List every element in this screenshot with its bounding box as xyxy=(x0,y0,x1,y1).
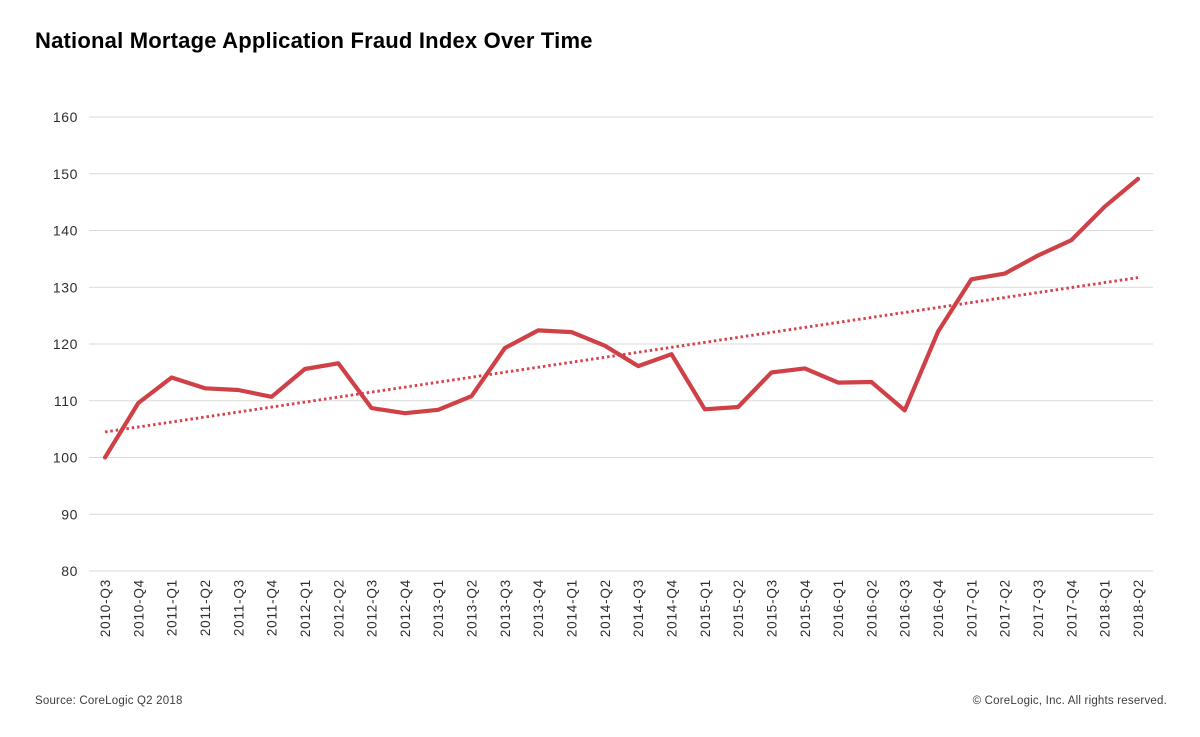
x-axis-tick-label: 2012-Q1 xyxy=(298,579,313,637)
x-axis-tick-label: 2014-Q4 xyxy=(664,579,679,637)
source-text: Source: CoreLogic Q2 2018 xyxy=(35,695,183,707)
x-axis-tick-label: 2013-Q3 xyxy=(498,579,513,637)
x-axis-tick-label: 2012-Q3 xyxy=(365,579,380,637)
y-axis-tick-label: 80 xyxy=(61,563,78,579)
trend-line xyxy=(104,276,1139,434)
y-axis-tick-label: 120 xyxy=(53,336,78,352)
x-axis-tick-label: 2013-Q2 xyxy=(465,579,480,637)
x-axis-tick-label: 2015-Q4 xyxy=(798,579,813,637)
copyright-text: © CoreLogic, Inc. All rights reserved. xyxy=(972,695,1167,707)
x-axis-tick-label: 2012-Q4 xyxy=(398,579,413,637)
x-axis-tick-label: 2016-Q3 xyxy=(898,579,913,637)
x-axis-tick-label: 2018-Q2 xyxy=(1131,579,1146,637)
x-axis-tick-label: 2017-Q3 xyxy=(1031,579,1046,637)
y-axis-tick-label: 150 xyxy=(53,166,78,182)
x-axis-tick-label: 2011-Q1 xyxy=(165,579,180,636)
x-axis-tick-label: 2014-Q2 xyxy=(598,579,613,637)
x-axis-tick-label: 2017-Q2 xyxy=(998,579,1013,637)
x-axis-tick-label: 2014-Q3 xyxy=(631,579,646,637)
x-axis-tick-label: 2011-Q2 xyxy=(198,579,213,636)
x-axis-tick-label: 2012-Q2 xyxy=(331,579,346,637)
x-axis-tick-label: 2011-Q3 xyxy=(231,579,246,636)
y-axis-tick-label: 100 xyxy=(53,450,78,466)
x-axis-tick-label: 2010-Q4 xyxy=(131,579,146,637)
y-axis-tick-label: 130 xyxy=(53,279,78,295)
x-axis-tick-label: 2018-Q1 xyxy=(1098,579,1113,637)
fraud-index-line xyxy=(102,176,1141,460)
x-axis-tick-label: 2016-Q1 xyxy=(831,579,846,637)
chart-title: National Mortage Application Fraud Index… xyxy=(35,28,593,53)
y-axis-tick-label: 110 xyxy=(54,393,78,409)
x-axis-tick-label: 2015-Q3 xyxy=(764,579,779,637)
x-axis-tick-label: 2013-Q1 xyxy=(431,579,446,637)
x-axis-tick-label: 2015-Q1 xyxy=(698,579,713,637)
x-axis-tick-label: 2017-Q4 xyxy=(1064,579,1079,637)
x-axis-tick-label: 2010-Q3 xyxy=(98,579,113,637)
x-axis-tick-label: 2013-Q4 xyxy=(531,579,546,637)
x-axis-tick-label: 2017-Q1 xyxy=(964,579,979,637)
x-axis-tick-label: 2016-Q2 xyxy=(864,579,879,637)
y-axis-tick-label: 160 xyxy=(53,109,78,125)
x-axis-tick-label: 2014-Q1 xyxy=(565,579,580,637)
x-axis-tick-label: 2015-Q2 xyxy=(731,579,746,637)
y-axis-tick-label: 90 xyxy=(61,506,78,522)
y-axis-tick-label: 140 xyxy=(53,223,78,239)
x-axis-tick-label: 2016-Q4 xyxy=(931,579,946,637)
x-axis-tick-label: 2011-Q4 xyxy=(265,579,280,636)
